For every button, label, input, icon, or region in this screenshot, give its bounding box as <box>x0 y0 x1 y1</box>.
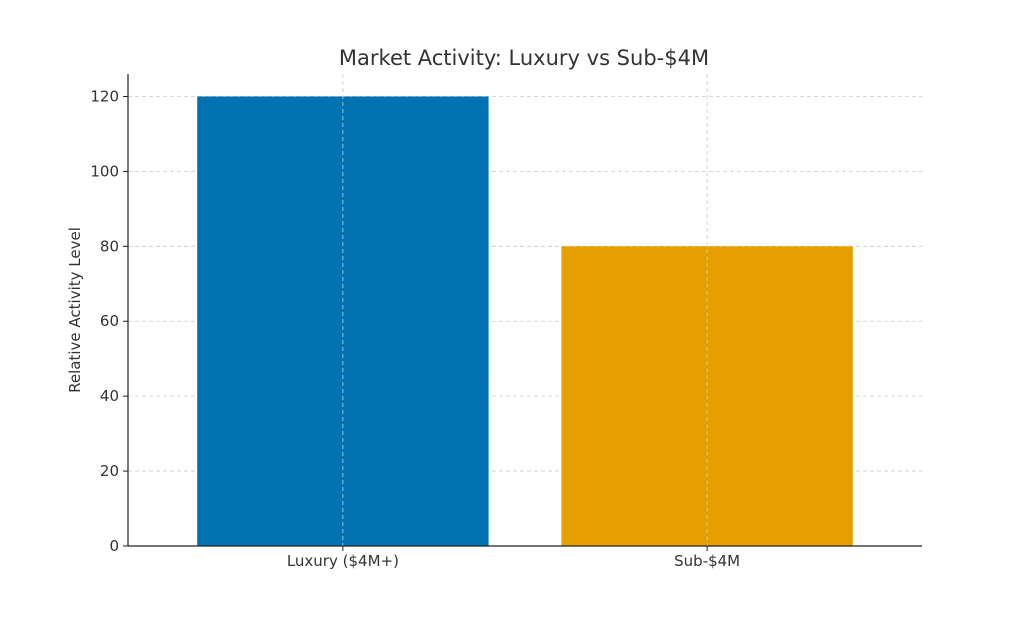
chart-title: Market Activity: Luxury vs Sub-$4M <box>339 46 709 70</box>
x-tick-label: Sub-$4M <box>674 552 740 570</box>
y-tick-label: 40 <box>100 387 119 405</box>
bars <box>197 96 853 547</box>
tick-labels: 0 20 40 60 80 100 120 Luxury ($4M+) Sub-$4M <box>90 87 740 570</box>
y-tick-label: 80 <box>100 237 119 255</box>
y-tick-label: 60 <box>100 312 119 330</box>
y-tick-label: 0 <box>109 537 119 555</box>
y-tick-label: 20 <box>100 462 119 480</box>
y-axis-label: Relative Activity Level <box>66 227 84 393</box>
y-tick-label: 100 <box>90 162 119 180</box>
x-tick-label: Luxury ($4M+) <box>287 552 399 570</box>
y-tick-label: 120 <box>90 87 119 105</box>
axes <box>123 74 922 551</box>
vertical-grid-lines <box>342 74 708 546</box>
